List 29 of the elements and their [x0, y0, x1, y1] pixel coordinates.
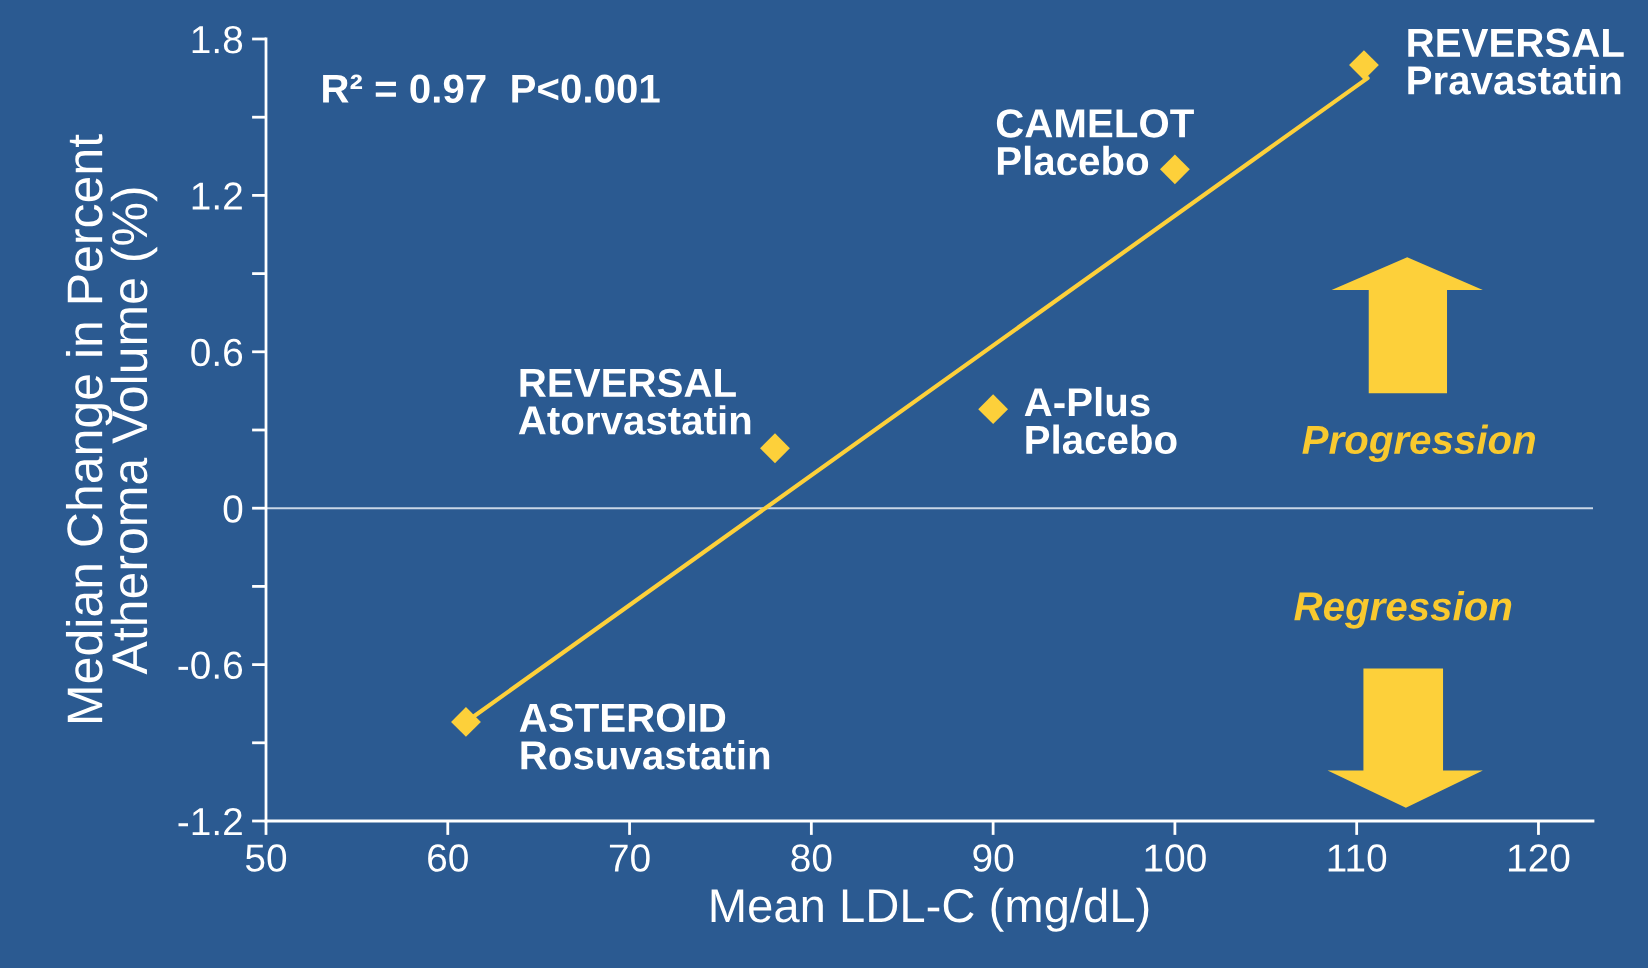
y-axis-title: Median Change in Percent Atheroma Volume (%) — [65, 134, 158, 722]
y-tick-label: -1.2 — [178, 807, 242, 836]
annotation: Regression — [1294, 591, 1512, 629]
annotation: CAMELOT Placebo — [996, 109, 1194, 176]
y-tick-label: -0.6 — [178, 651, 243, 680]
x-tick-label: 90 — [973, 844, 1014, 872]
annotation: ASTEROID Rosuvastatin — [519, 703, 770, 770]
x-tick-label: 100 — [1145, 844, 1206, 872]
y-tick-label: 0 — [223, 495, 243, 523]
y-tick-label: 1.8 — [192, 25, 243, 54]
x-tick-label: 110 — [1328, 844, 1387, 872]
annotation: REVERSAL Pravastatin — [1408, 28, 1624, 95]
annotation: A-Plus Placebo — [1024, 386, 1177, 455]
y-tick-label: 1.2 — [192, 182, 242, 210]
x-tick-label: 60 — [428, 844, 468, 872]
x-tick-label: 120 — [1508, 844, 1570, 872]
point — [760, 433, 790, 464]
x-tick-label: 50 — [245, 844, 287, 872]
x-axis-title: Mean LDL-C (mg/dL) — [711, 887, 1149, 932]
point — [978, 394, 1009, 425]
point — [1349, 50, 1379, 80]
annotation: Progression — [1302, 424, 1535, 463]
x-tick-label: 70 — [609, 844, 650, 872]
point — [1160, 154, 1190, 185]
annotation: REVERSAL Atorvastatin — [518, 368, 751, 435]
y-tick-label: 0.6 — [191, 338, 243, 367]
point — [451, 707, 481, 737]
annotation: R² = 0.97 P<0.001 — [323, 74, 660, 103]
x-tick-label: 80 — [791, 844, 832, 872]
